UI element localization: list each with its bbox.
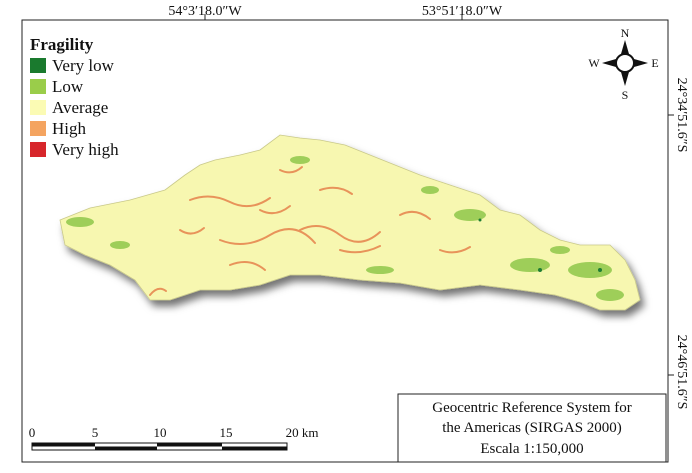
coord-label: 24°46′51.6″S	[674, 335, 689, 410]
very-low-zones	[478, 218, 602, 272]
compass-label: E	[651, 56, 658, 70]
legend-title: Fragility	[30, 35, 94, 54]
legend-label: Average	[52, 98, 108, 117]
info-line: the Americas (SIRGAS 2000)	[442, 420, 622, 436]
basin-outline	[59, 134, 641, 311]
legend-label: High	[52, 119, 87, 138]
legend-label: Very low	[52, 56, 115, 75]
compass-label: S	[622, 88, 629, 102]
info-line: Geocentric Reference System for	[432, 400, 632, 416]
info-line: Escala 1:150,000	[480, 441, 583, 457]
legend-label: Very high	[52, 140, 119, 159]
scale-label: 20 km	[286, 425, 319, 440]
coord-label: 53°51′18.0″W	[422, 4, 503, 19]
coord-label: 54°3′18.0″W	[168, 4, 242, 19]
legend: Fragility Very low Low Average High Very hig…	[30, 35, 119, 159]
low-zones	[66, 156, 624, 301]
compass: N S W E	[588, 26, 658, 102]
legend-swatch	[30, 100, 46, 115]
legend-swatch	[30, 121, 46, 136]
compass-label: W	[588, 56, 600, 70]
legend-label: Low	[52, 77, 84, 96]
high-zones	[149, 166, 471, 296]
legend-swatch	[30, 58, 46, 73]
scale-bar: 0 5 10 15 20 km	[29, 425, 319, 451]
info-box: Geocentric Reference System for the Amer…	[397, 393, 667, 463]
study-area	[59, 134, 641, 311]
scale-label: 15	[220, 425, 233, 440]
scale-label: 0	[29, 425, 36, 440]
legend-swatch	[30, 142, 46, 157]
compass-label: N	[621, 26, 630, 40]
legend-swatch	[30, 79, 46, 94]
scale-label: 5	[92, 425, 99, 440]
scale-label: 10	[154, 425, 167, 440]
coord-label: 24°34′51.6″S	[674, 78, 689, 153]
